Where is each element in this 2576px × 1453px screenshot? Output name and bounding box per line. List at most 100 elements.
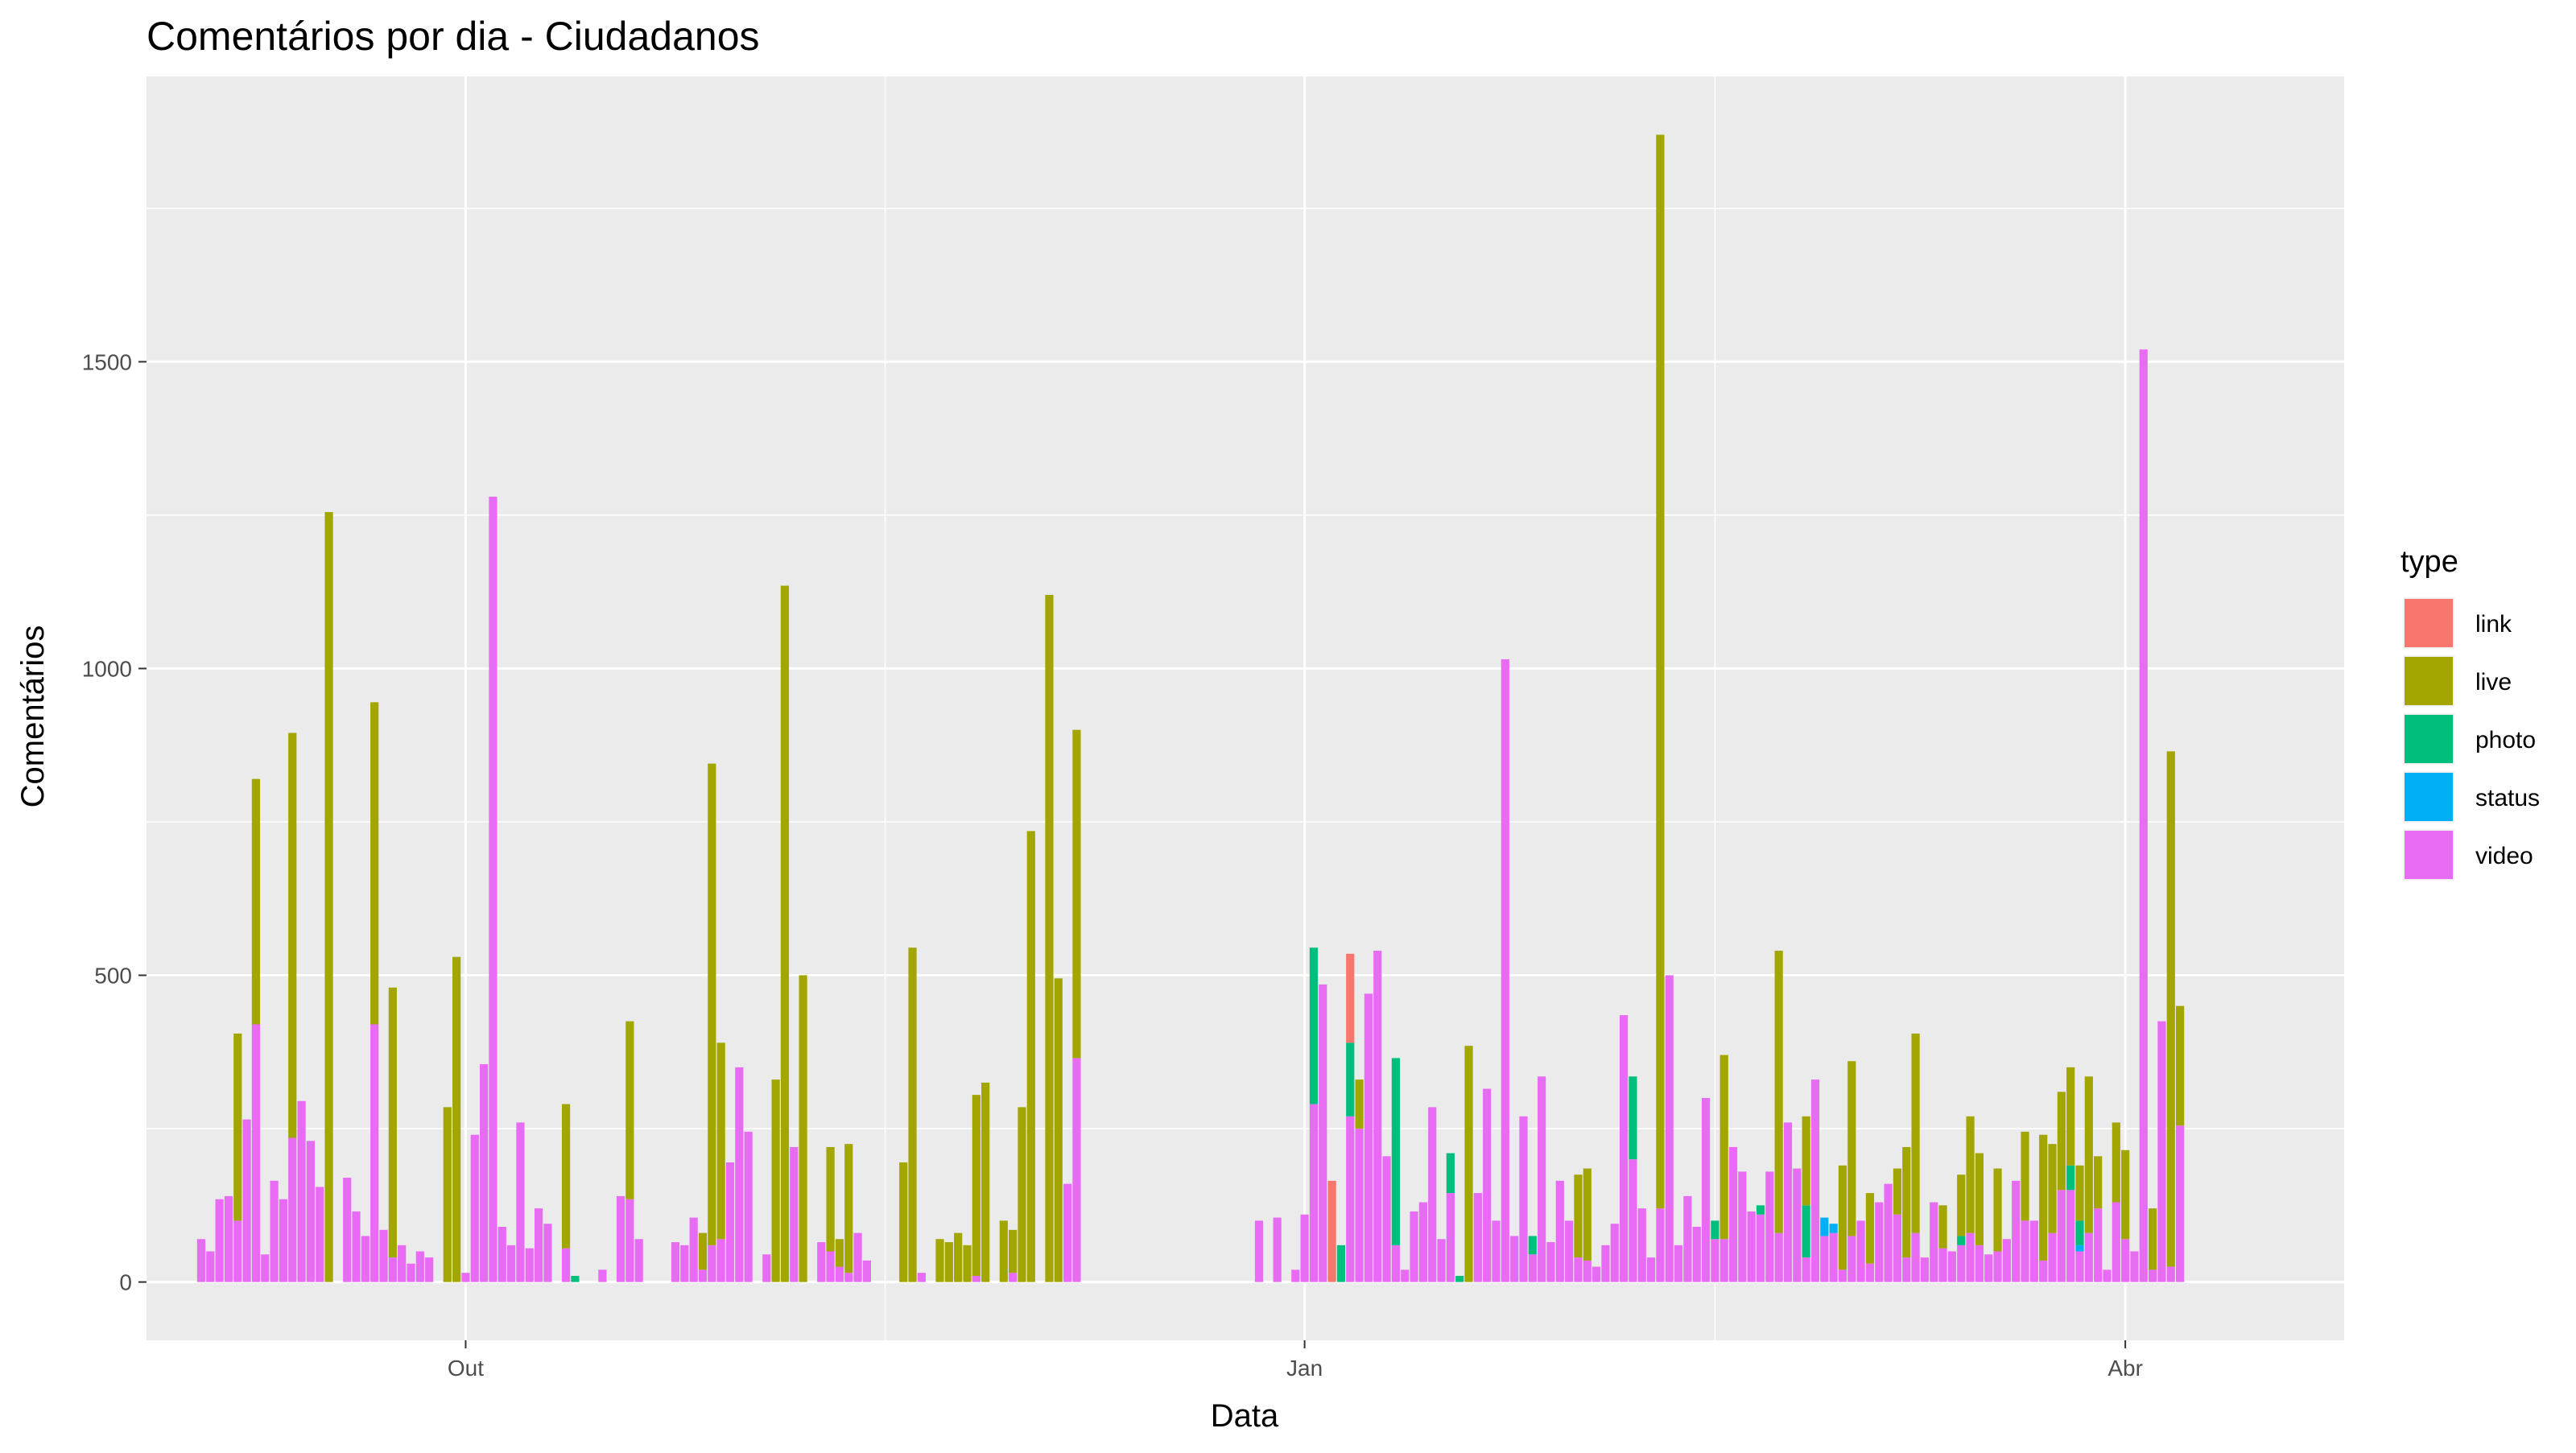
bar-segment-photo — [1756, 1205, 1765, 1215]
bar-segment-live — [899, 1162, 908, 1282]
bar-segment-live — [251, 778, 261, 1025]
bar-segment-video — [2002, 1239, 2011, 1282]
bar-segment-live — [698, 1232, 708, 1270]
bar-segment-video — [316, 1187, 324, 1282]
bar-segment-live — [1574, 1174, 1583, 1258]
bar-segment-live — [2084, 1076, 2093, 1233]
legend-swatch-link — [2405, 599, 2453, 647]
bar-segment-status — [1829, 1224, 1838, 1233]
bar-segment-video — [853, 1232, 862, 1282]
bar-segment-video — [543, 1224, 552, 1282]
bar-segment-video — [1719, 1239, 1728, 1282]
bar-segment-live — [981, 1082, 990, 1282]
bar-segment-video — [480, 1064, 489, 1282]
bar-segment-video — [1473, 1193, 1482, 1282]
bar-segment-video — [1856, 1220, 1865, 1282]
bar-segment-video — [297, 1100, 306, 1282]
bar-segment-video — [196, 1239, 206, 1282]
bar-segment-live — [388, 987, 397, 1258]
bar-segment-video — [1519, 1116, 1528, 1282]
bar-segment-video — [1610, 1224, 1619, 1282]
bar-segment-video — [634, 1239, 643, 1282]
bar-segment-video — [1674, 1245, 1683, 1282]
bar-segment-video — [233, 1220, 242, 1282]
bar-segment-live — [370, 702, 379, 1025]
bar-segment-video — [379, 1229, 388, 1282]
bar-segment-video — [2084, 1232, 2093, 1282]
bar-segment-video — [1701, 1097, 1711, 1282]
bar-segment-live — [1009, 1229, 1018, 1273]
bar-segment-video — [388, 1257, 397, 1282]
bar-segment-video — [306, 1141, 315, 1282]
bar-segment-video — [1592, 1266, 1601, 1282]
bar-segment-live — [799, 975, 807, 1282]
bar-segment-video — [1947, 1251, 1957, 1282]
bar-segment-video — [1966, 1232, 1975, 1282]
bar-segment-video — [1829, 1232, 1838, 1282]
bar-segment-photo — [571, 1275, 580, 1282]
bar-segment-video — [1319, 984, 1327, 1282]
bar-segment-live — [288, 733, 297, 1138]
bar-segment-video — [1884, 1183, 1893, 1282]
bar-segment-video — [1501, 659, 1509, 1282]
legend-swatch-status — [2405, 773, 2453, 821]
bar-segment-live — [944, 1242, 953, 1282]
bar-segment-video — [2103, 1269, 2112, 1282]
x-tick-label: Out — [448, 1356, 484, 1381]
bar-segment-video — [680, 1245, 689, 1282]
bar-segment-video — [2157, 1021, 2166, 1282]
bar-segment-live — [1993, 1168, 2002, 1252]
bar-segment-live — [963, 1245, 972, 1282]
bar-segment-live — [1072, 729, 1081, 1059]
bar-segment-video — [1665, 975, 1674, 1282]
bar-segment-video — [1847, 1236, 1856, 1282]
bar-segment-video — [2012, 1180, 2021, 1282]
bars — [196, 134, 2185, 1282]
bar-segment-live — [1583, 1168, 1591, 1261]
bar-segment-video — [1391, 1245, 1401, 1282]
bar-segment-video — [2166, 1266, 2175, 1282]
bar-segment-video — [489, 497, 497, 1282]
bar-segment-video — [2057, 1190, 2066, 1282]
bar-segment-video — [1254, 1220, 1264, 1282]
bar-segment-live — [1865, 1193, 1875, 1264]
bar-segment-video — [261, 1254, 270, 1282]
bar-segment-video — [835, 1266, 844, 1282]
bar-segment-video — [1911, 1232, 1920, 1282]
bar-segment-video — [224, 1195, 233, 1282]
bar-segment-live — [708, 763, 716, 1245]
bar-segment-live — [1938, 1205, 1947, 1249]
bar-segment-video — [1765, 1171, 1774, 1282]
bar-segment-live — [972, 1095, 980, 1276]
bar-segment-video — [790, 1146, 799, 1282]
legend-label-photo: photo — [2475, 727, 2536, 753]
chart-title: Comentários por dia - Ciudadanos — [147, 14, 760, 59]
bar-segment-video — [1865, 1263, 1875, 1282]
y-tick-label: 500 — [94, 964, 132, 989]
bar-segment-video — [917, 1273, 926, 1282]
bar-segment-live — [716, 1042, 725, 1240]
bar-segment-photo — [1802, 1205, 1810, 1258]
bar-segment-live — [1957, 1174, 1966, 1236]
bar-segment-video — [1574, 1257, 1583, 1282]
legend-swatch-video — [2405, 831, 2453, 879]
bar-segment-live — [999, 1220, 1008, 1282]
bar-segment-video — [525, 1248, 534, 1282]
bar-segment-video — [215, 1199, 224, 1282]
bar-segment-video — [206, 1251, 215, 1282]
bar-segment-video — [1546, 1242, 1555, 1282]
bar-segment-video — [370, 1024, 379, 1282]
bar-segment-video — [1838, 1269, 1847, 1282]
bar-segment-video — [1565, 1220, 1574, 1282]
bar-segment-live — [1802, 1116, 1810, 1206]
bar-segment-video — [1820, 1236, 1829, 1282]
bar-segment-live — [1355, 1079, 1364, 1129]
bar-segment-live — [233, 1033, 242, 1221]
bar-segment-live — [452, 956, 461, 1282]
axes: 0 500 1000 1500 Out Jan Abr — [82, 349, 2143, 1381]
legend-label-status: status — [2475, 785, 2540, 811]
bar-segment-live — [1045, 595, 1054, 1282]
bar-segment-video — [1893, 1214, 1902, 1282]
bar-segment-live — [625, 1021, 634, 1199]
